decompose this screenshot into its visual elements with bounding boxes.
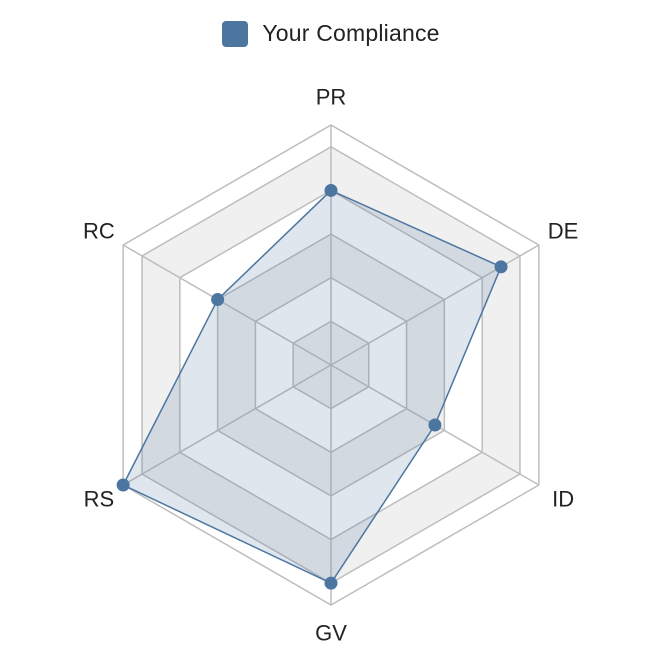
legend[interactable]: Your Compliance bbox=[0, 20, 662, 47]
data-point bbox=[428, 418, 442, 432]
axis-label-rs: RS bbox=[84, 487, 115, 512]
axis-label-de: DE bbox=[548, 219, 579, 244]
data-point bbox=[211, 293, 225, 307]
axis-label-gv: GV bbox=[315, 621, 347, 646]
data-point bbox=[494, 260, 508, 274]
legend-swatch bbox=[222, 20, 249, 47]
axis-label-id: ID bbox=[552, 487, 574, 512]
data-point bbox=[324, 576, 338, 590]
axis-label-pr: PR bbox=[316, 85, 347, 110]
series-area bbox=[123, 190, 502, 584]
legend-label: Your Compliance bbox=[262, 20, 440, 46]
grid-spoke bbox=[122, 244, 332, 366]
data-point bbox=[116, 478, 130, 492]
axis-label-rc: RC bbox=[83, 219, 115, 244]
grid-spoke bbox=[122, 364, 332, 486]
data-point bbox=[324, 183, 338, 197]
